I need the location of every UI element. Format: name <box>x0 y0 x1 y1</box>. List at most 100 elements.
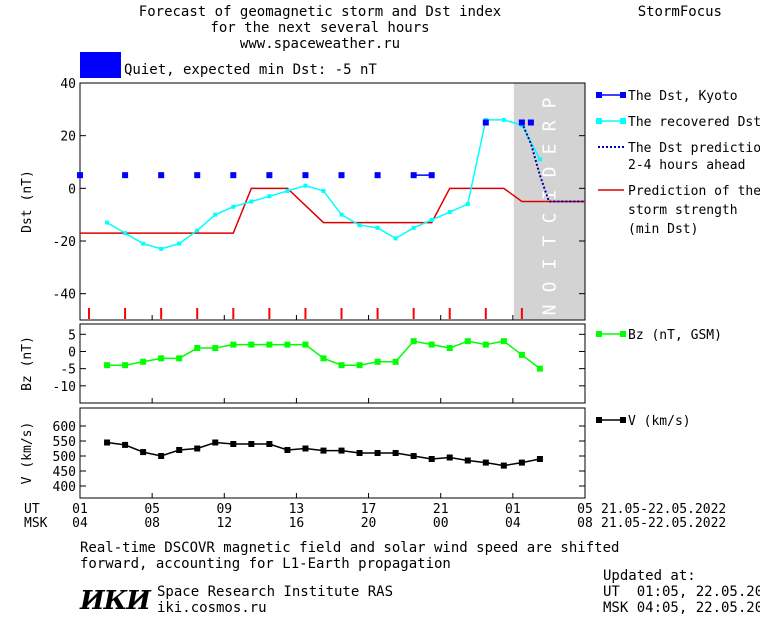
speed-point <box>446 454 453 461</box>
bz-point <box>464 338 471 345</box>
y-tick-label-speed: 500 <box>53 450 76 465</box>
speed-point <box>302 445 309 452</box>
recovered-dst-point <box>141 241 146 246</box>
legend-bz-marker <box>596 331 602 337</box>
recovered-dst-point <box>285 188 290 193</box>
recovered-dst-point <box>195 228 200 233</box>
kyoto-dst-point <box>518 119 525 126</box>
legend-kyoto-marker <box>596 92 602 98</box>
series-bz <box>107 340 541 370</box>
speed-point <box>518 459 525 466</box>
kyoto-dst-point <box>77 172 83 179</box>
prediction-letter: I <box>539 259 560 270</box>
speed-point <box>248 441 255 447</box>
speed-point <box>320 447 327 454</box>
legend-strength-3: (min Dst) <box>628 222 698 237</box>
legend-speed-marker <box>596 417 602 423</box>
legend-recovered: The recovered Dst <box>628 115 760 130</box>
bz-point <box>176 355 183 362</box>
series-speed <box>106 441 541 467</box>
kyoto-dst-point <box>338 172 345 179</box>
speed-point <box>374 450 381 456</box>
prediction-letter: C <box>539 213 560 224</box>
footer-note-line-2: forward, accounting for L1-Earth propaga… <box>80 556 451 572</box>
recovered-dst-point <box>267 194 272 199</box>
panel-frame-speed <box>79 407 586 499</box>
speed-point <box>284 447 291 453</box>
recovered-dst-point <box>429 217 434 222</box>
kyoto-dst-point <box>482 119 489 126</box>
speed-point <box>266 441 273 447</box>
bz-point <box>500 338 507 345</box>
bz-point <box>194 345 201 352</box>
bz-point <box>230 341 237 348</box>
updated-label: Updated at: <box>603 568 696 584</box>
prediction-letter: O <box>539 282 560 293</box>
site-link[interactable]: www.spaceweather.ru <box>239 36 401 52</box>
x-tick-label-ut: 05 <box>144 502 160 517</box>
recovered-dst-point <box>159 246 164 251</box>
bz-point <box>410 338 417 345</box>
recovered-dst-point <box>465 202 470 207</box>
x-tick-label-msk: 00 <box>433 516 449 531</box>
bz-point <box>140 358 147 365</box>
brand-label: StormFocus <box>637 4 722 20</box>
iki-logo: ИКИ <box>80 586 151 616</box>
prediction-letter: P <box>539 97 560 108</box>
recovered-dst-point <box>105 220 110 225</box>
bz-point <box>302 341 309 348</box>
footer-note-line-1: Real-time DSCOVR magnetic field and sola… <box>80 540 620 556</box>
recovered-dst-point <box>501 117 506 122</box>
prediction-letter: T <box>539 235 560 246</box>
bz-point <box>536 365 543 372</box>
speed-point <box>230 441 237 447</box>
kyoto-dst-point <box>266 172 273 179</box>
y-tick-label-speed: 550 <box>53 435 76 450</box>
speed-point <box>464 457 471 464</box>
kyoto-dst-point <box>230 172 237 179</box>
legend-kyoto-marker <box>620 92 626 98</box>
bz-point <box>320 355 327 362</box>
bz-point <box>374 358 381 365</box>
recovered-dst-point <box>375 225 380 230</box>
recovered-dst-point <box>339 212 344 217</box>
speed-point <box>212 439 219 446</box>
institute-site-link[interactable]: iki.cosmos.ru <box>157 600 267 616</box>
y-tick-label-bz: 0 <box>68 345 76 360</box>
prediction-letter: R <box>539 120 560 131</box>
x-tick-label-msk: 08 <box>144 516 160 531</box>
legend-recovered-marker <box>596 118 602 124</box>
bz-point <box>158 355 165 362</box>
y-tick-label-dst: -20 <box>53 235 76 250</box>
prediction-letter: N <box>539 305 560 316</box>
y-axis-label-dst: Dst (nT) <box>20 170 35 233</box>
x-tick-label-msk: 12 <box>216 516 232 531</box>
bz-point <box>518 351 525 358</box>
x-tick-label-msk: 04 <box>505 516 521 531</box>
updated-ut: UT 01:05, 22.05.2022 <box>603 584 760 600</box>
recovered-dst-point <box>231 204 236 209</box>
y-tick-label-dst: 0 <box>68 182 76 197</box>
kyoto-dst-point <box>158 172 165 179</box>
bz-point <box>266 341 273 348</box>
speed-point <box>194 445 201 452</box>
date-range-msk: 21.05-22.05.2022 <box>601 516 726 531</box>
bz-point <box>446 345 453 352</box>
speed-point <box>158 453 165 459</box>
y-tick-label-bz: 5 <box>68 328 76 343</box>
speed-point <box>140 449 147 456</box>
speed-point <box>104 439 111 446</box>
date-range-ut: 21.05-22.05.2022 <box>601 502 726 517</box>
kyoto-dst-point <box>194 172 201 179</box>
y-tick-label-dst: 20 <box>60 130 76 145</box>
legend-recovered-marker <box>620 118 626 124</box>
legend-speed-marker <box>620 417 626 423</box>
speed-point <box>392 450 399 456</box>
recovered-dst-point <box>537 157 542 162</box>
recovered-dst-point <box>447 210 452 215</box>
legend-kyoto: The Dst, Kyoto <box>628 89 738 104</box>
legend-prediction-2: 2-4 hours ahead <box>628 158 745 173</box>
bz-point <box>284 341 291 348</box>
speed-point <box>482 459 489 466</box>
x-tick-label-ut: 09 <box>216 502 232 517</box>
